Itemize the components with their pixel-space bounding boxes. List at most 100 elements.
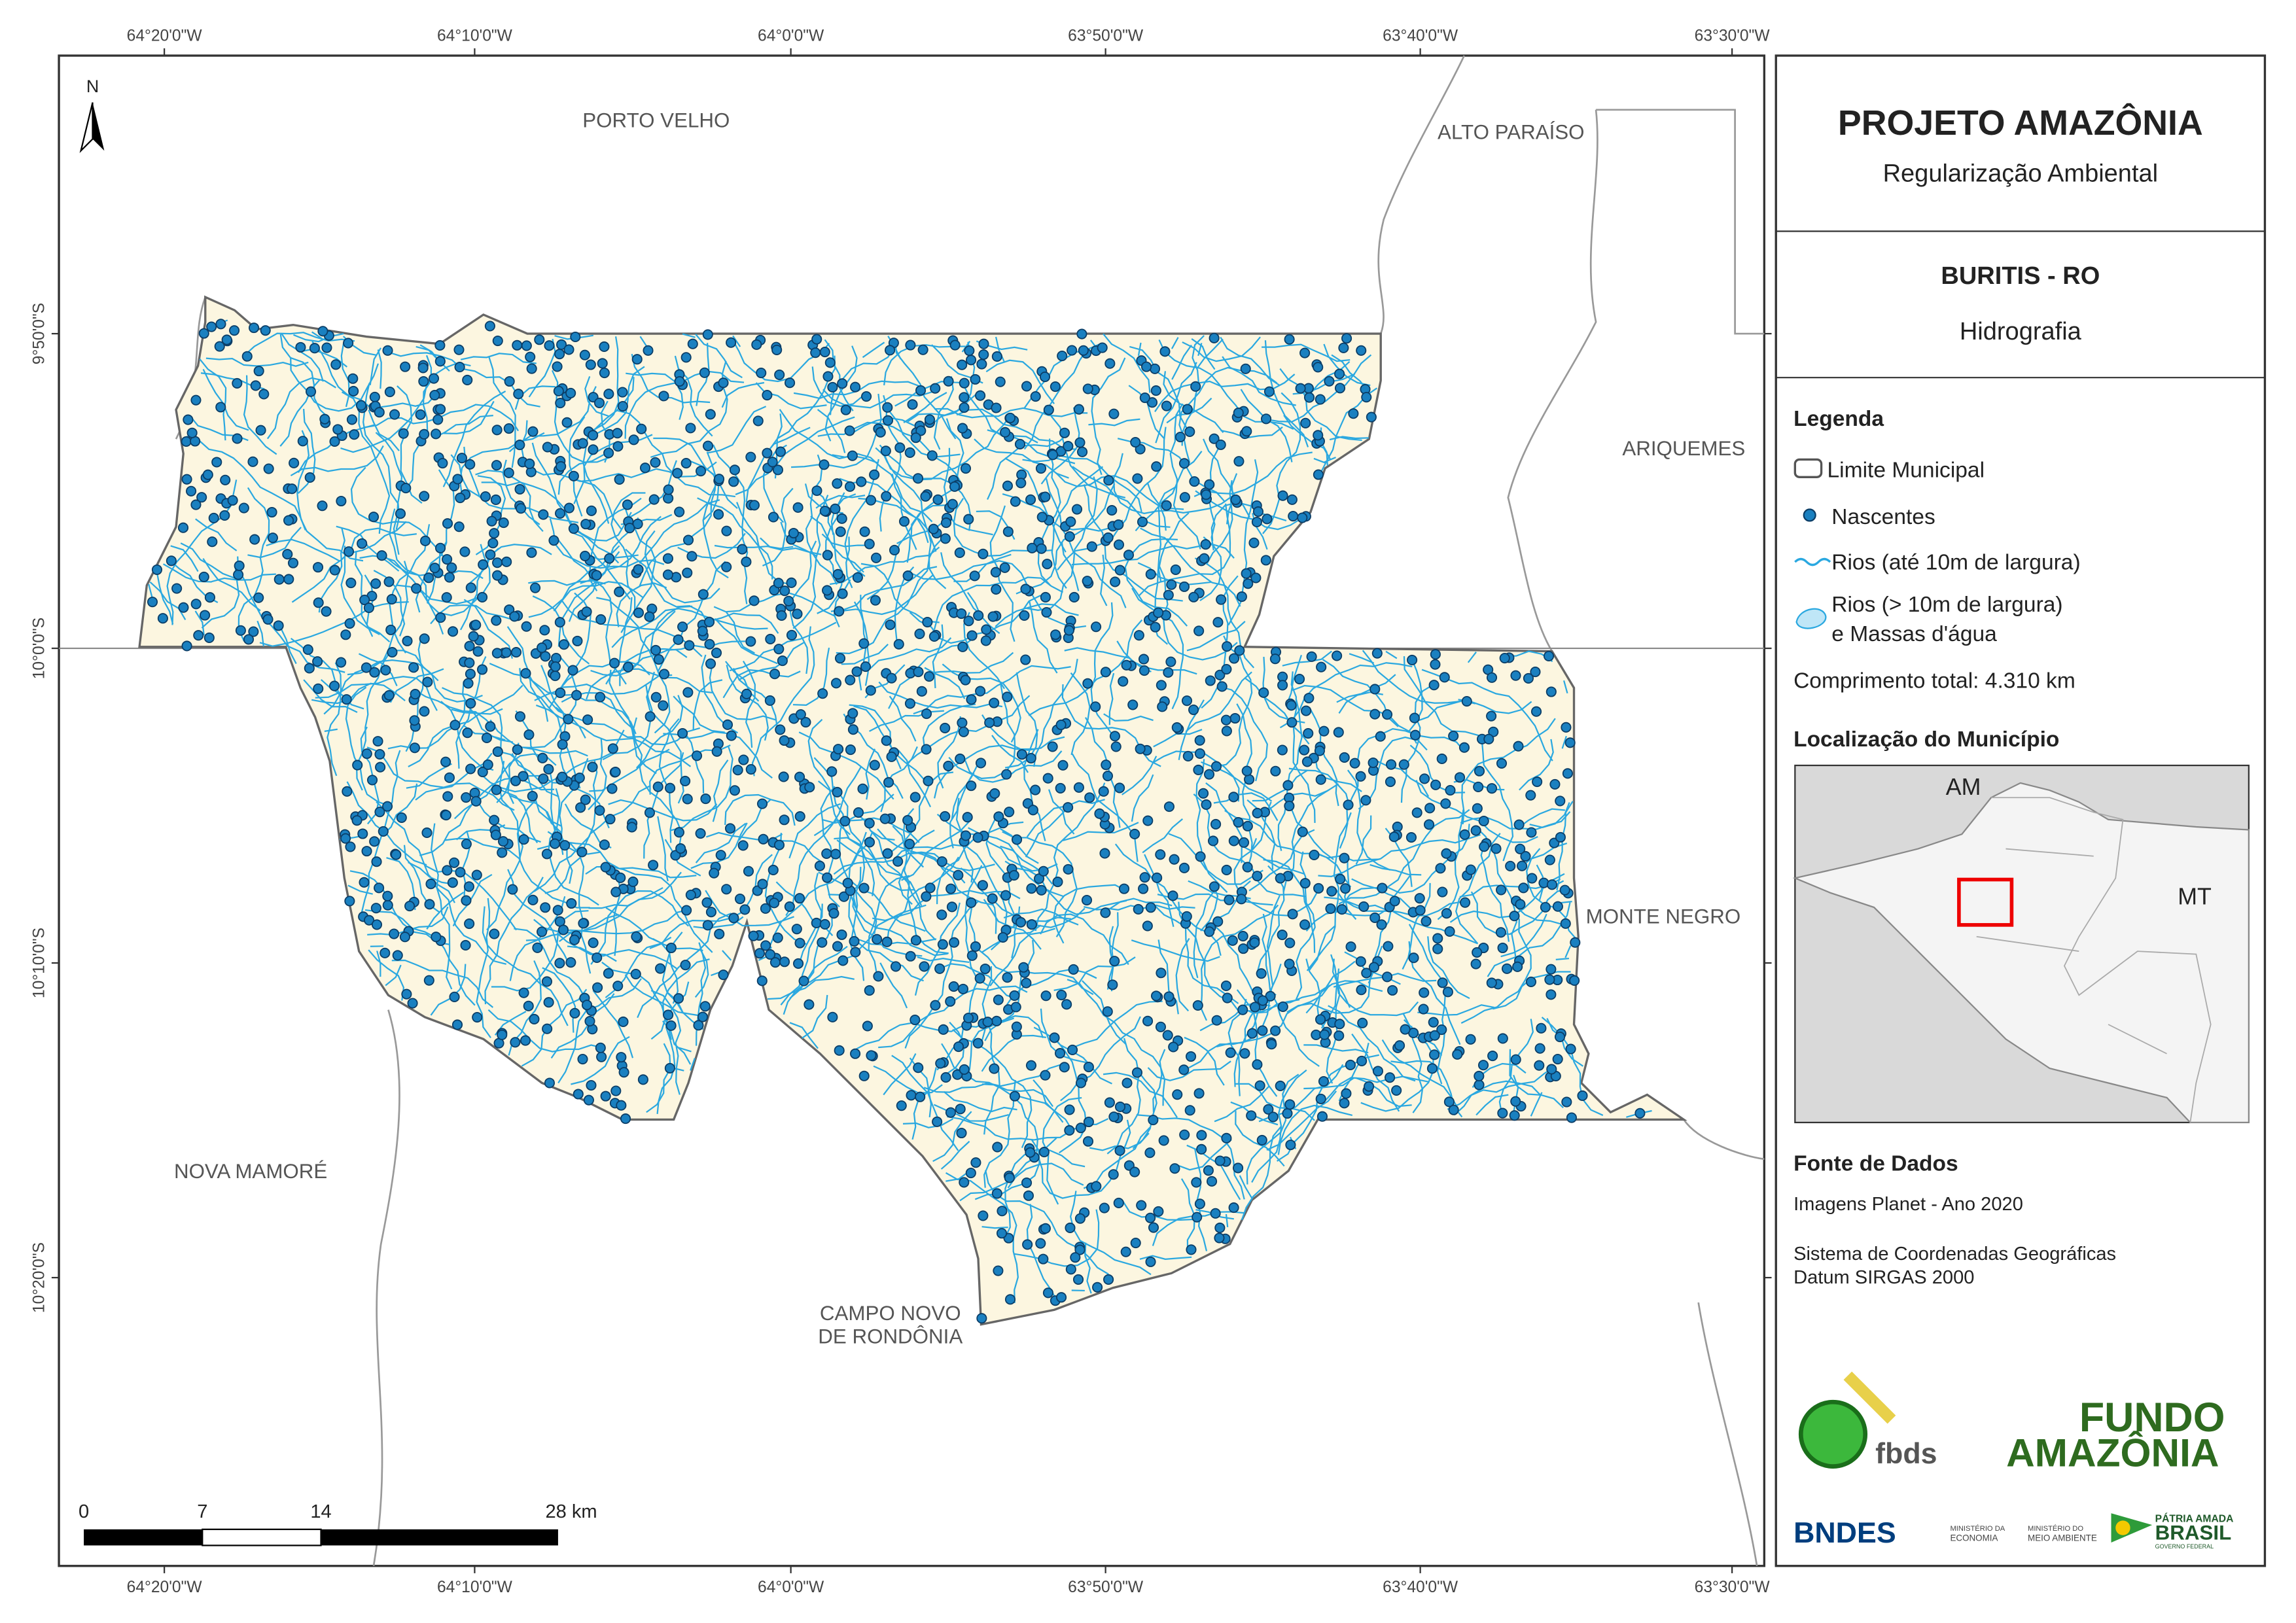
spring bbox=[1193, 625, 1205, 637]
river bbox=[1129, 345, 1188, 428]
river bbox=[475, 470, 544, 532]
spring bbox=[1236, 591, 1247, 602]
spring bbox=[1185, 1051, 1197, 1062]
spring bbox=[460, 939, 471, 951]
river bbox=[901, 820, 970, 881]
river bbox=[442, 687, 514, 805]
spring bbox=[1142, 1015, 1154, 1026]
spring bbox=[1074, 437, 1086, 448]
spring bbox=[732, 765, 743, 776]
spring bbox=[1102, 1006, 1113, 1017]
spring bbox=[1174, 431, 1186, 443]
spring bbox=[599, 839, 610, 850]
spring bbox=[792, 958, 804, 969]
river bbox=[569, 416, 586, 517]
spring bbox=[1021, 1178, 1033, 1189]
spring bbox=[1284, 1099, 1296, 1110]
river bbox=[531, 442, 632, 542]
spring bbox=[1064, 531, 1075, 542]
river bbox=[841, 643, 889, 665]
spring bbox=[1127, 699, 1139, 710]
spring bbox=[1437, 977, 1448, 988]
spring bbox=[181, 436, 192, 447]
spring bbox=[751, 339, 762, 350]
spring bbox=[1428, 1017, 1439, 1028]
spring bbox=[1027, 805, 1038, 816]
river bbox=[1063, 822, 1139, 841]
river bbox=[590, 890, 690, 965]
spring bbox=[266, 506, 277, 518]
logo-text: AMAZÔNIA bbox=[2006, 1431, 2219, 1475]
spring bbox=[1285, 1140, 1296, 1151]
spring bbox=[1130, 437, 1141, 448]
river bbox=[445, 837, 590, 909]
spring bbox=[1341, 1088, 1352, 1099]
spring bbox=[569, 1007, 580, 1019]
spring bbox=[378, 826, 389, 837]
spring bbox=[541, 848, 552, 860]
spring bbox=[485, 721, 496, 732]
spring bbox=[370, 578, 381, 589]
spring bbox=[1040, 990, 1051, 1002]
spring bbox=[383, 576, 395, 587]
spring bbox=[729, 785, 741, 796]
spring bbox=[993, 811, 1004, 822]
spring bbox=[1188, 704, 1199, 716]
spring bbox=[991, 351, 1002, 362]
river bbox=[1169, 403, 1201, 550]
spring bbox=[198, 328, 209, 339]
scale-segment bbox=[321, 1529, 558, 1546]
river bbox=[1197, 343, 1203, 357]
spring bbox=[655, 963, 666, 974]
spring bbox=[987, 893, 998, 904]
legend-symbol bbox=[1795, 608, 1827, 629]
river bbox=[311, 331, 324, 340]
spring bbox=[1432, 933, 1443, 944]
river bbox=[1470, 888, 1571, 935]
spring bbox=[558, 639, 569, 650]
spring bbox=[1543, 650, 1555, 661]
spring bbox=[1383, 941, 1394, 952]
river bbox=[148, 584, 153, 597]
spring bbox=[1333, 1030, 1345, 1041]
spring bbox=[287, 557, 299, 568]
spring bbox=[924, 414, 935, 425]
spring bbox=[989, 697, 1000, 708]
spring bbox=[1546, 1064, 1557, 1075]
spring bbox=[768, 512, 779, 523]
spring bbox=[491, 425, 503, 436]
spring bbox=[834, 1045, 845, 1056]
spring bbox=[1233, 817, 1244, 828]
river bbox=[199, 358, 227, 441]
spring bbox=[570, 331, 581, 343]
spring bbox=[779, 735, 790, 746]
spring bbox=[711, 746, 722, 757]
spring bbox=[885, 345, 896, 356]
spring bbox=[991, 402, 1002, 413]
spring bbox=[1184, 1105, 1195, 1116]
spring bbox=[953, 869, 964, 881]
spring bbox=[1221, 725, 1232, 737]
river bbox=[1205, 782, 1243, 864]
spring bbox=[1251, 516, 1262, 528]
legend-symbol bbox=[1794, 557, 1831, 567]
river bbox=[1309, 707, 1339, 807]
spring bbox=[749, 500, 760, 511]
river bbox=[1328, 1005, 1416, 1082]
spring bbox=[1534, 1043, 1545, 1054]
river bbox=[186, 435, 306, 531]
spring bbox=[904, 839, 915, 850]
spring bbox=[1057, 759, 1069, 771]
river bbox=[194, 610, 205, 636]
spring bbox=[1487, 1051, 1498, 1062]
river bbox=[1034, 782, 1106, 932]
spring bbox=[773, 839, 785, 850]
river bbox=[1037, 1119, 1131, 1199]
spring bbox=[1082, 1136, 1094, 1147]
spring bbox=[695, 466, 707, 477]
spring bbox=[1429, 1049, 1440, 1060]
spring bbox=[419, 491, 430, 502]
spring bbox=[1025, 1147, 1036, 1158]
river bbox=[1022, 455, 1142, 512]
spring bbox=[698, 589, 709, 600]
